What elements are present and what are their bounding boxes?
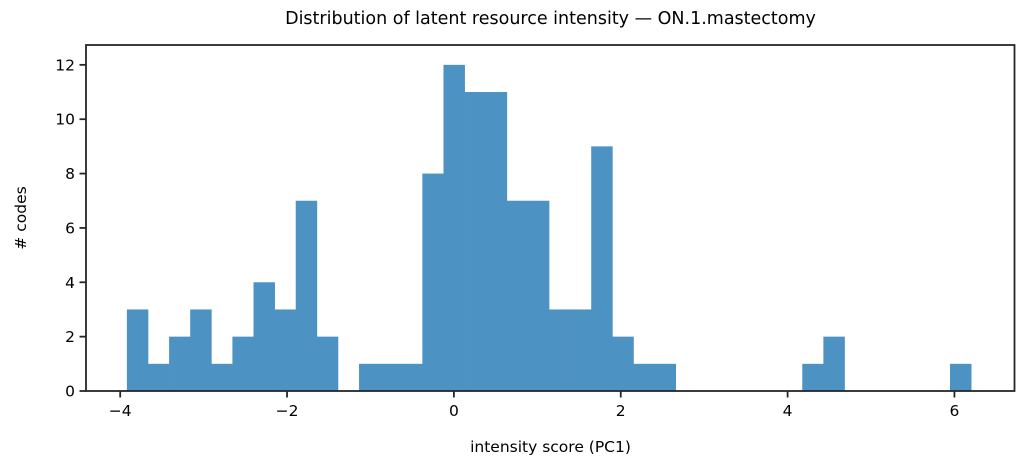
histogram-bar [612, 336, 634, 391]
histogram-bar [380, 363, 402, 391]
x-axis-label: intensity score (PC1) [470, 438, 631, 456]
histogram-bar [401, 363, 423, 391]
chart-title: Distribution of latent resource intensit… [285, 9, 816, 29]
x-tick-label: 6 [949, 402, 959, 420]
histogram-bar [232, 336, 254, 391]
y-tick-label: 2 [65, 328, 75, 346]
histogram-bar [295, 200, 318, 391]
histogram-bar [147, 363, 170, 391]
x-tick-label: −2 [276, 402, 299, 420]
histogram-bar [253, 282, 275, 391]
histogram-bar [211, 363, 233, 391]
x-tick-label: −4 [109, 402, 132, 420]
histogram-bar [506, 200, 529, 391]
histogram-bar [570, 309, 592, 391]
histogram-bar [950, 363, 972, 391]
histogram-bar [422, 173, 444, 391]
histogram-bar [169, 336, 191, 391]
histogram-bar [464, 92, 487, 392]
y-tick-label: 12 [55, 56, 75, 74]
histogram-bar [654, 363, 676, 391]
histogram-bar [126, 309, 149, 391]
histogram-bar [316, 336, 339, 391]
plot-frame [85, 44, 1016, 392]
histogram-bar [549, 309, 571, 391]
y-tick-label: 6 [65, 219, 75, 237]
histogram-bar [274, 309, 297, 391]
histogram-bar [443, 64, 465, 391]
histogram-bar [527, 200, 550, 391]
x-tick-label: 4 [783, 402, 793, 420]
x-tick-label: 0 [449, 402, 459, 420]
histogram-bar [591, 146, 613, 391]
y-tick-label: 10 [55, 111, 75, 129]
histogram-bar [485, 92, 508, 392]
histogram-bar [802, 363, 824, 391]
y-tick-label: 0 [65, 383, 75, 401]
y-tick-label: 8 [65, 165, 75, 183]
x-tick-label: 2 [616, 402, 626, 420]
y-tick-label: 4 [65, 274, 75, 292]
histogram-bar [190, 309, 212, 391]
histogram-bar [359, 363, 381, 391]
histogram-bar [633, 363, 655, 391]
histogram-bar [823, 336, 845, 391]
